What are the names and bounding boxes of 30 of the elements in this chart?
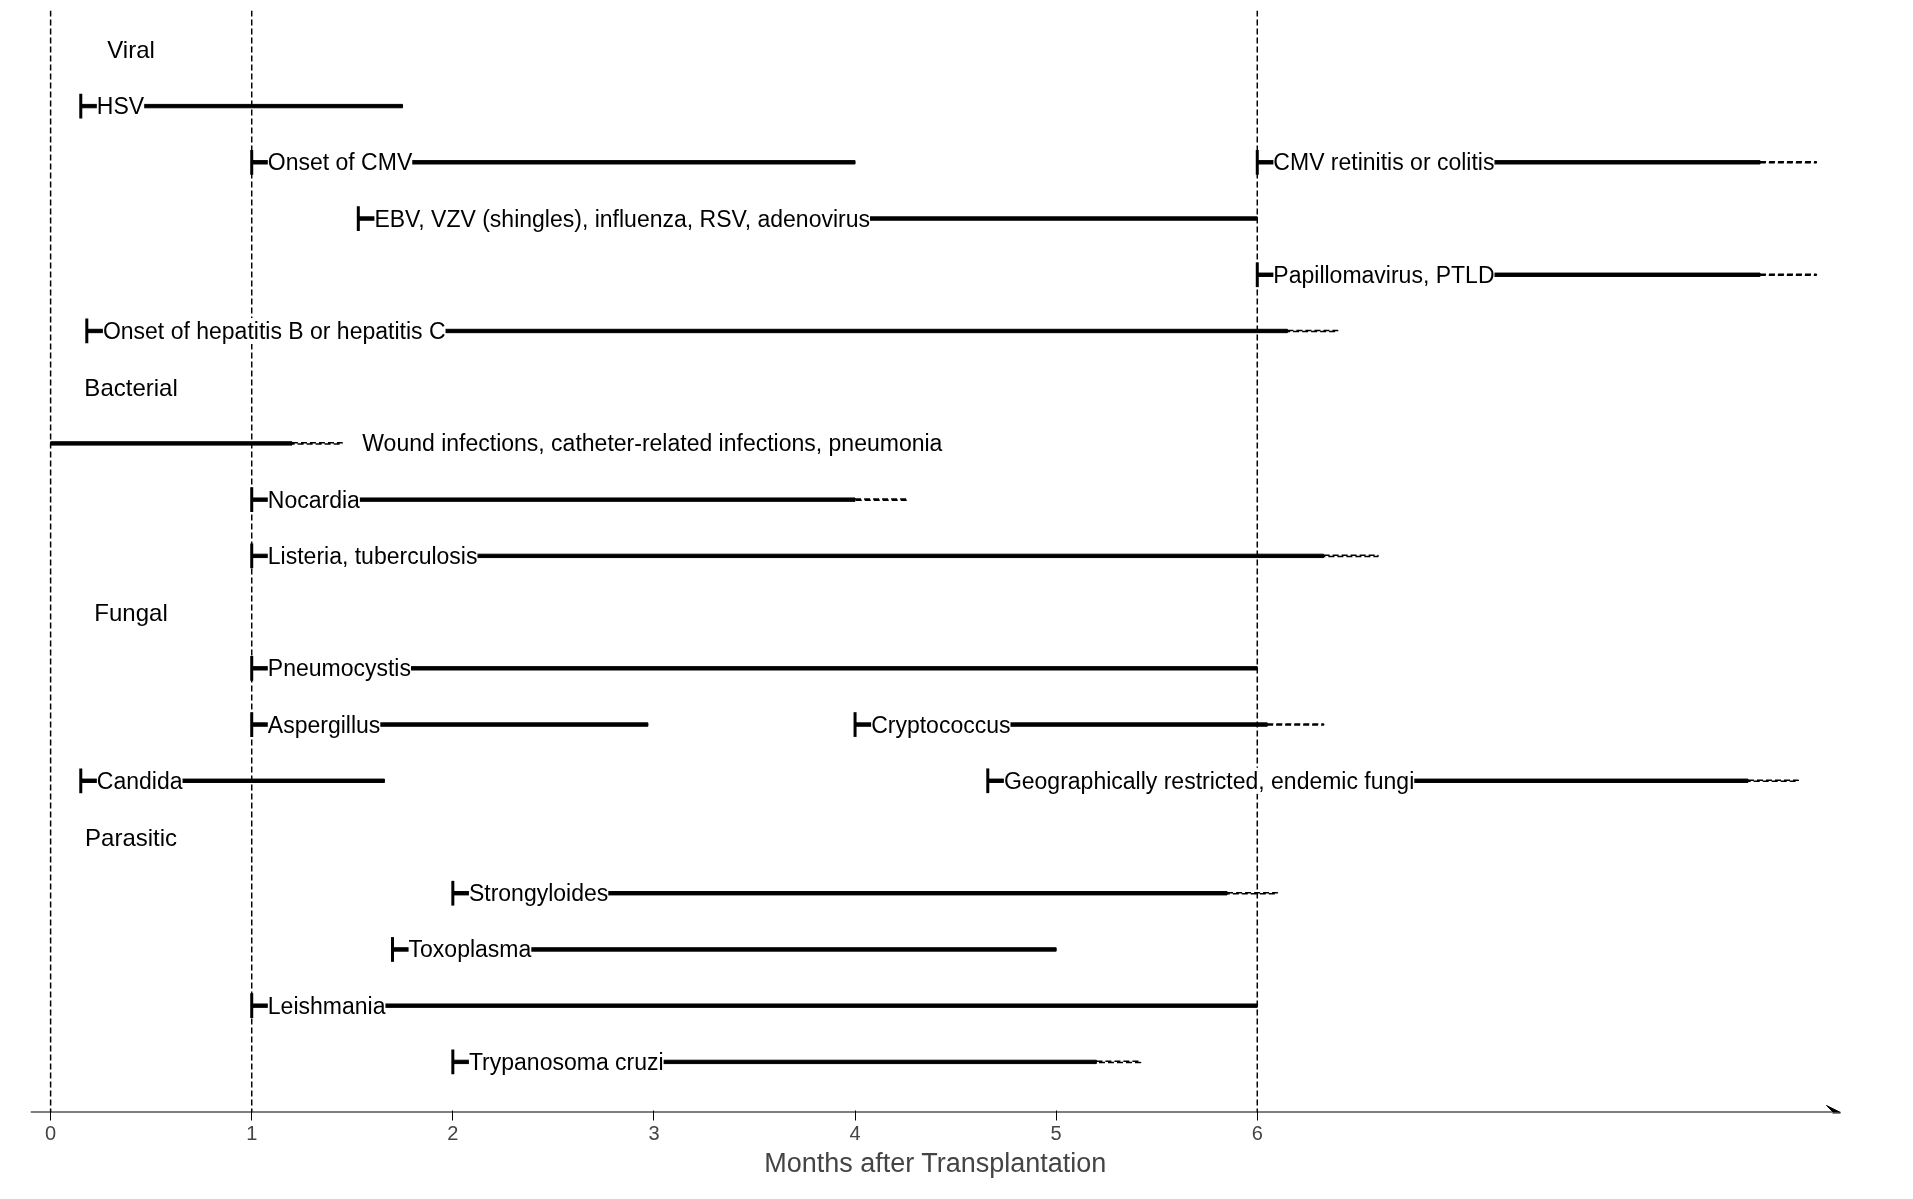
- data-label: Aspergillus: [267, 711, 381, 738]
- data-label: Cryptococcus: [871, 711, 1011, 738]
- data-label: Candida: [96, 767, 183, 794]
- y-tick-label: Parasitic: [85, 823, 178, 851]
- x-tick-label: 5: [1050, 1121, 1062, 1144]
- x-tick-label: 4: [849, 1121, 861, 1144]
- data-label: Onset of CMV: [267, 149, 413, 176]
- data-label: EBV, VZV (shingles), influenza, RSV, adenovirus: [374, 205, 871, 232]
- data-label: Leishmania: [267, 992, 386, 1019]
- x-tick-label: 6: [1251, 1121, 1263, 1144]
- y-tick-label: Viral: [107, 36, 155, 64]
- data-label: Nocardia: [267, 486, 361, 513]
- x-axis-title: Months after Transplantation: [764, 1147, 1107, 1178]
- data-label: Pneumocystis: [267, 655, 411, 682]
- data-label: HSV: [96, 93, 145, 120]
- x-tick-label: 2: [447, 1121, 459, 1144]
- data-label: Toxoplasma: [408, 936, 532, 963]
- data-label: Geographically restricted, endemic fungi: [1003, 767, 1415, 794]
- data-label: CMV retinitis or colitis: [1273, 149, 1495, 176]
- data-label: Papillomavirus, PTLD: [1273, 261, 1495, 288]
- y-tick-label: Bacterial: [84, 373, 178, 401]
- data-label: Strongyloides: [468, 880, 609, 907]
- data-label: Trypanosoma cruzi: [468, 1048, 664, 1075]
- y-tick-label: Fungal: [94, 598, 168, 626]
- x-tick-label: 1: [246, 1121, 258, 1144]
- data-label: Listeria, tuberculosis: [267, 542, 478, 569]
- x-tick-label: 3: [648, 1121, 660, 1144]
- x-tick-label: 0: [45, 1121, 57, 1144]
- data-label: Wound infections, catheter-related infections, pneumonia: [362, 430, 943, 457]
- data-label: Onset of hepatitis B or hepatitis C: [102, 317, 446, 344]
